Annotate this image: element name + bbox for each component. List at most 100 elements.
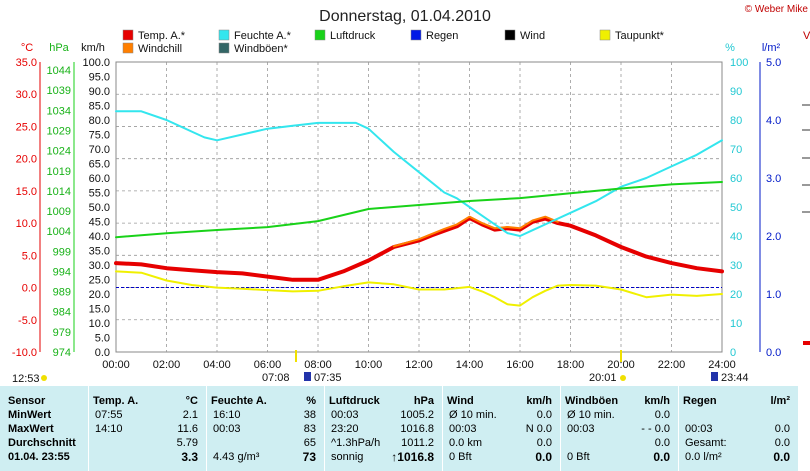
legend-label: Windchill: [138, 43, 182, 55]
table-value: 1011.2: [401, 437, 434, 449]
table-header: Luftdruck: [329, 395, 380, 407]
table-value: - - 0.0: [641, 423, 670, 435]
table-value: 0.0: [653, 450, 670, 464]
legend-label: Regen: [426, 30, 458, 42]
sun-icon: [41, 375, 47, 381]
table-value: 5.79: [176, 437, 198, 449]
tick-label-wind: 70.0: [89, 144, 110, 156]
tick-label-wind: 100.0: [82, 57, 110, 69]
table-value: 0.0: [535, 450, 552, 464]
legend-label: Feuchte A.*: [234, 30, 292, 42]
table-separator: [442, 386, 443, 471]
table-value: 0.0: [774, 437, 790, 449]
tick-label-humidity: 70: [730, 144, 742, 156]
table-time: 4.43 g/m³: [213, 451, 260, 463]
table-time: 0.0 l/m²: [685, 451, 722, 463]
table-separator: [678, 386, 679, 471]
tick-label-temp: 30.0: [16, 89, 37, 101]
table-row-label: Durchschnitt: [8, 437, 76, 449]
table-value: 0.0: [536, 437, 552, 449]
table-time: 00:03: [449, 423, 477, 435]
tick-label-wind: 30.0: [89, 260, 110, 272]
tick-label-pressure: 989: [53, 287, 71, 299]
tick-label-wind: 15.0: [89, 304, 110, 316]
tick-label-wind: 35.0: [89, 246, 110, 258]
right-edge-label: V: [803, 30, 810, 42]
table-time: 16:10: [213, 409, 241, 421]
legend-label: Wind: [520, 30, 545, 42]
tick-label-x: 00:00: [102, 359, 130, 371]
table-value: 73: [302, 450, 316, 464]
table-time: Ø 10 min.: [449, 409, 497, 421]
legend: Temp. A.* Feuchte A.* Luftdruck Regen Wind Ta…: [122, 29, 665, 55]
tick-label-x: 18:00: [557, 359, 585, 371]
tick-label-wind: 65.0: [89, 159, 110, 171]
tick-label-temp: 0.0: [22, 283, 37, 295]
table-row-label: MaxWert: [8, 423, 54, 435]
tick-label-x: 08:00: [304, 359, 332, 371]
table-header: Sensor: [8, 395, 46, 407]
legend-label: Windböen*: [234, 43, 289, 55]
axis-unit-humidity: %: [725, 42, 735, 54]
tick-label-wind: 20.0: [89, 289, 110, 301]
table-col-press: Luftdruck hPa 00:03 23:20 ^1.3hPa/h sonnig 100…: [324, 386, 442, 471]
series-line: [115, 110, 723, 237]
table-value: 0.0: [536, 409, 552, 421]
tick-label-x: 24:00: [708, 359, 736, 371]
axis-unit-rain: l/m²: [762, 42, 781, 54]
table-row-label: 01.04. 23:55: [8, 451, 70, 463]
table-value: 0.0: [773, 450, 790, 464]
table-header: Temp. A.: [93, 395, 139, 407]
tick-label-humidity: 30: [730, 260, 742, 272]
tick-label-humidity: 40: [730, 231, 742, 243]
right-side-decoration: V: [802, 30, 810, 345]
tick-label-wind: 85.0: [89, 101, 110, 113]
tick-label-humidity: 0: [730, 347, 736, 359]
table-col-wind: Wind km/h Ø 10 min. 00:03 0.0 km 0 Bft 0.0 N 0.…: [442, 386, 560, 471]
series-line: [115, 270, 723, 307]
legend-swatch: [218, 42, 230, 54]
table-time: 00:03: [567, 423, 595, 435]
table-unit: l/m²: [770, 395, 790, 407]
table-time: sonnig: [331, 451, 364, 463]
table-time: 0.0 km: [449, 437, 483, 449]
tick-label-x: 10:00: [355, 359, 383, 371]
tick-label-pressure: 1044: [47, 65, 71, 77]
table-time: Gesamt:: [685, 437, 727, 449]
axis-unit-labels: °C hPa km/h% l/m²: [21, 42, 781, 54]
tick-label-pressure: 979: [53, 327, 71, 339]
right-edge-mark: [803, 341, 810, 345]
tick-label-x: 22:00: [658, 359, 686, 371]
series-line: [115, 181, 723, 239]
moonset-time: 20:01: [589, 372, 617, 384]
table-time: 00:03: [685, 423, 713, 435]
table-time: 0 Bft: [449, 451, 472, 463]
table-value: 0.0: [774, 423, 790, 435]
weather-chart: Donnerstag, 01.04.2010 © Weber Mike Temp…: [12, 4, 810, 385]
grid: [115, 61, 723, 353]
tick-label-rain: 1.0: [766, 289, 781, 301]
tick-label-wind: 45.0: [89, 217, 110, 229]
tick-label-rain: 2.0: [766, 231, 781, 243]
legend-swatch: [410, 29, 422, 41]
tick-label-pressure: 994: [53, 266, 71, 278]
table-header: Wind: [447, 395, 474, 407]
legend-swatch: [218, 29, 230, 41]
time-markers: 12:53 07:08 07:35 20:01 23:44: [12, 350, 749, 385]
tick-label-rain: 4.0: [766, 115, 781, 127]
tick-label-humidity: 80: [730, 115, 742, 127]
table-col-rain: Regen l/m² 00:03 Gesamt: 0.0 l/m² 0.0 0.0 0.0: [678, 386, 798, 471]
x-axis: 00:00 02:00 04:00 06:00 08:00 10:00 12:00 14:00…: [102, 359, 736, 371]
tick-label-pressure: 974: [53, 347, 71, 359]
tick-label-pressure: 999: [53, 246, 71, 258]
credit-label: © Weber Mike: [745, 4, 809, 15]
tick-label-pressure: 1039: [47, 85, 71, 97]
tick-label-wind: 90.0: [89, 86, 110, 98]
table-col-gust: Windböen km/h Ø 10 min. 00:03 0 Bft 0.0 - - 0.…: [560, 386, 678, 471]
tick-label-temp: 5.0: [22, 250, 37, 262]
tick-label-pressure: 984: [53, 307, 71, 319]
table-time: 00:03: [331, 409, 359, 421]
table-time: Ø 10 min.: [567, 409, 615, 421]
series-line: [114, 216, 724, 282]
tick-label-wind: 95.0: [89, 72, 110, 84]
